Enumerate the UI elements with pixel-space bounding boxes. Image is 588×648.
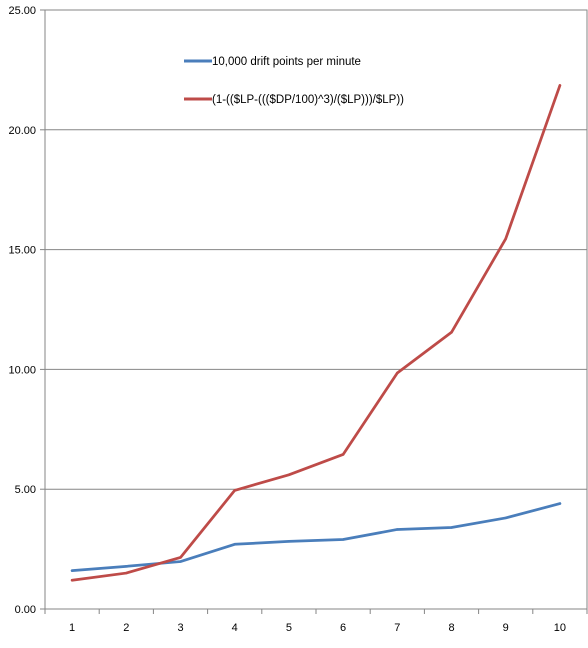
data-point [287,540,291,543]
data-point [125,565,128,568]
y-tick-label: 15.00 [8,245,36,257]
data-point [233,543,236,546]
legend: 10,000 drift points per minute (1-(($LP-(… [184,56,404,106]
x-axis-tick-labels: 1 2 3 4 5 6 7 8 9 10 [69,622,566,634]
y-tick-label: 25.00 [8,5,36,17]
x-tick-label: 7 [394,622,400,634]
legend-item-2: (1-(($LP-((($DP/100)^3)/($LP)))/$LP)) [184,94,404,106]
series-line-2 [70,84,562,582]
data-point [341,453,345,456]
data-point [450,526,453,529]
legend-item-1: 10,000 drift points per minute [184,56,361,68]
x-tick-label: 4 [232,622,238,634]
data-point [287,473,291,477]
x-tick-label: 2 [123,622,129,634]
legend-label: 10,000 drift points per minute [212,56,361,68]
y-tick-label: 20.00 [8,125,36,137]
data-point [504,516,507,520]
x-tick-label: 3 [177,622,183,634]
data-point [179,560,182,563]
series-lines [70,84,562,582]
data-point [450,331,453,334]
y-tick-label: 10.00 [8,364,36,376]
series-line-1 [70,502,562,573]
data-point [125,571,128,575]
x-tick-label: 5 [286,622,292,634]
data-point [504,237,507,241]
x-tick-label: 6 [340,622,346,634]
data-point [70,569,74,572]
data-point [558,502,562,505]
x-axis-ticks [44,609,588,614]
y-tick-label: 0.00 [15,604,36,616]
x-tick-label: 1 [69,622,75,634]
x-tick-label: 9 [503,622,509,634]
data-point [70,579,74,582]
data-point [396,528,399,531]
data-point [396,371,399,375]
data-point [233,489,236,492]
y-tick-label: 5.00 [15,484,36,496]
data-point [341,538,345,541]
y-axis-tick-labels: 0.00 5.00 10.00 15.00 20.00 25.00 [8,5,36,616]
data-point [179,556,182,559]
x-tick-label: 8 [448,622,454,634]
data-point [558,84,562,87]
x-tick-label: 10 [554,622,566,634]
legend-label: (1-(($LP-((($DP/100)^3)/($LP)))/$LP)) [212,94,404,106]
